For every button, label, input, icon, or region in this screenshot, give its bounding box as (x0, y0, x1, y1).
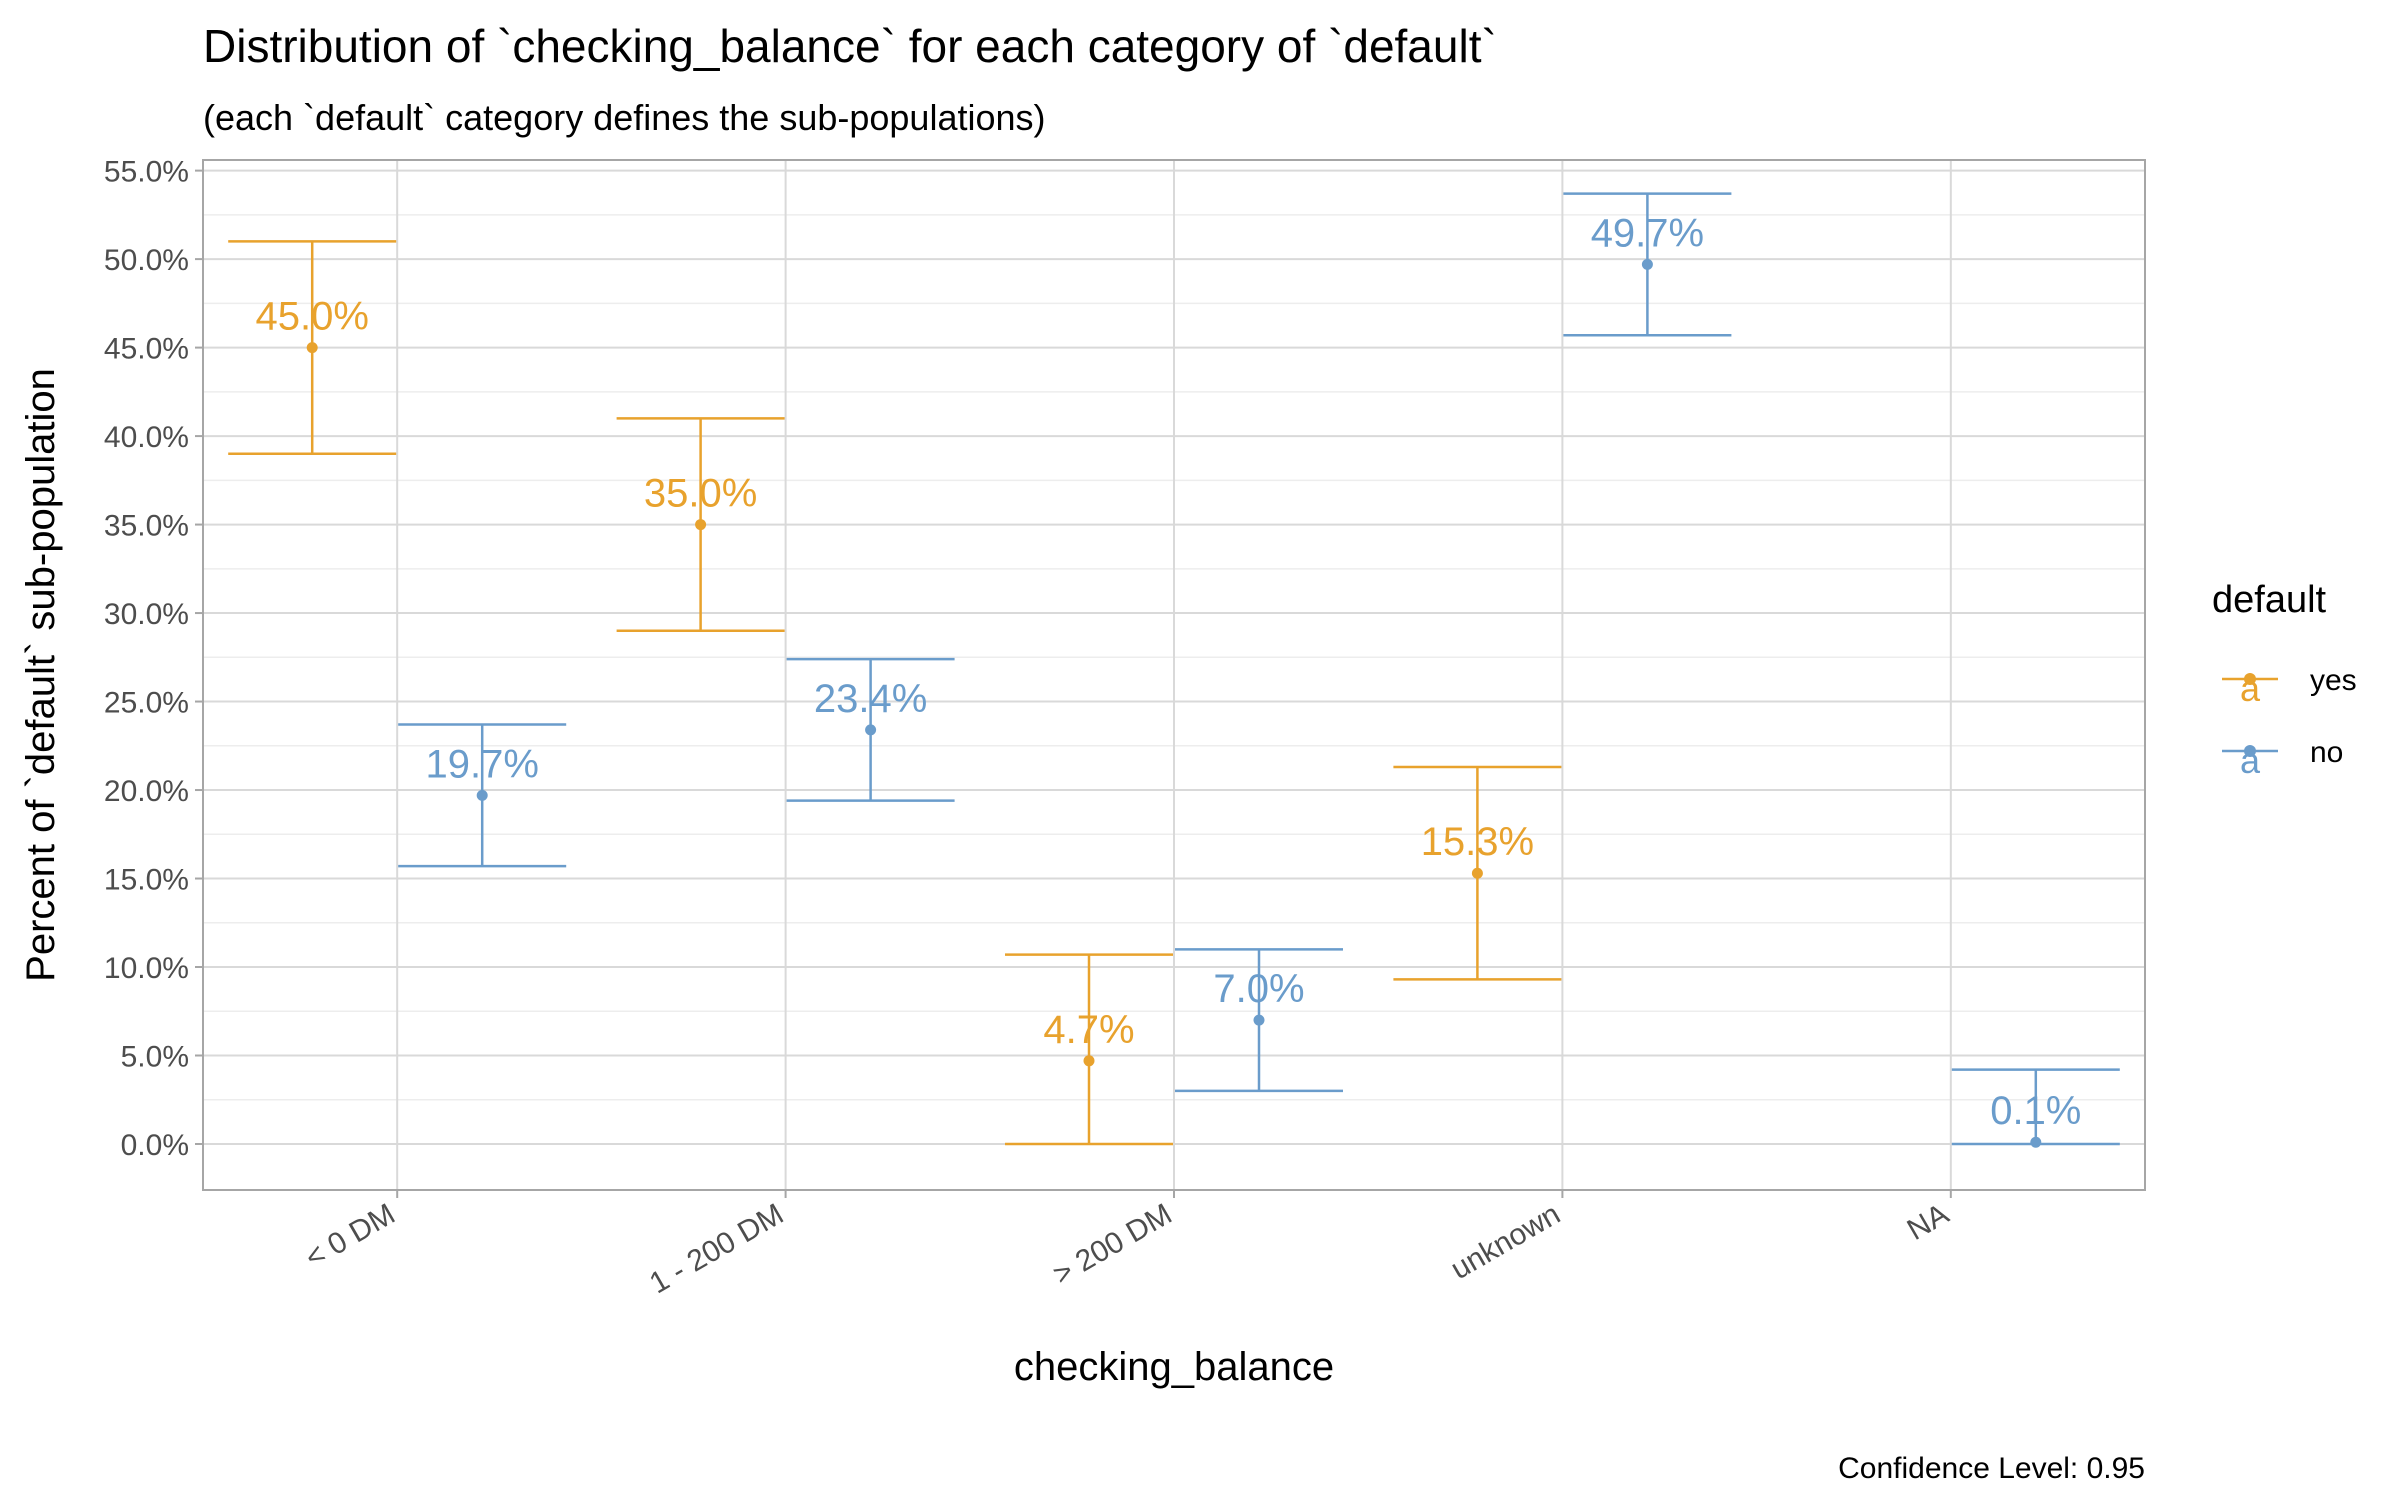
data-point (695, 519, 707, 531)
caption: Confidence Level: 0.95 (1838, 1452, 2145, 1485)
data-point (1641, 258, 1653, 270)
x-axis: < 0 DM 1 - 200 DM > 200 DM unknown NA (300, 1190, 1955, 1300)
x-tick-label: 1 - 200 DM (644, 1197, 789, 1300)
y-tick-label: 40.0% (104, 421, 189, 454)
y-tick-label: 50.0% (104, 244, 189, 277)
x-tick-label: < 0 DM (300, 1197, 401, 1274)
y-axis: 0.0% 5.0% 10.0% 15.0% 20.0% 25.0% 30.0% 35.0% 40… (104, 156, 203, 1162)
legend-key-glyph: a (2240, 668, 2261, 709)
y-tick-label: 20.0% (104, 775, 189, 808)
x-tick-label: > 200 DM (1048, 1197, 1178, 1291)
legend-label: yes (2310, 664, 2357, 697)
y-tick-label: 55.0% (104, 156, 189, 189)
grid-major (203, 160, 2145, 1190)
y-tick-label: 45.0% (104, 333, 189, 366)
data-label: 19.7% (425, 742, 538, 786)
x-tick-label: unknown (1445, 1197, 1566, 1286)
data-label: 0.1% (1990, 1089, 2081, 1133)
data-point (1471, 867, 1483, 879)
y-tick-label: 15.0% (104, 864, 189, 897)
data-label: 45.0% (255, 295, 368, 339)
data-point (2030, 1136, 2042, 1148)
y-axis-title: Percent of `default` sub-population (19, 368, 63, 982)
data-point (1083, 1055, 1095, 1067)
y-tick-label: 0.0% (121, 1129, 189, 1162)
y-tick-label: 5.0% (121, 1040, 189, 1073)
data-label: 23.4% (814, 677, 927, 721)
data-label: 49.7% (1591, 211, 1704, 255)
data-point (865, 724, 877, 736)
legend: default a yes a no (2212, 579, 2357, 781)
y-tick-label: 25.0% (104, 687, 189, 720)
data-label: 35.0% (644, 472, 757, 516)
legend-key-glyph: a (2240, 740, 2261, 781)
data-point (306, 342, 318, 354)
data-point (476, 789, 488, 801)
y-tick-label: 35.0% (104, 510, 189, 543)
legend-title: default (2212, 579, 2327, 621)
x-tick-label: NA (1902, 1197, 1955, 1246)
chart-title: Distribution of `checking_balance` for e… (203, 20, 1497, 72)
legend-label: no (2310, 736, 2343, 769)
x-axis-title: checking_balance (1014, 1345, 1334, 1389)
y-tick-label: 10.0% (104, 952, 189, 985)
data-point (1253, 1014, 1265, 1026)
chart-subtitle: (each `default` category defines the sub… (203, 97, 1046, 138)
marks: 45.0% 35.0% 4.7% 15.3% 19.7% 23.4% 7.0% 49.7% 0.… (228, 192, 2120, 1148)
data-label: 15.3% (1421, 820, 1534, 864)
data-label: 4.7% (1043, 1008, 1134, 1052)
legend-key-point (2244, 745, 2256, 757)
y-tick-label: 30.0% (104, 598, 189, 631)
data-label: 7.0% (1213, 967, 1304, 1011)
legend-key-point (2244, 673, 2256, 685)
